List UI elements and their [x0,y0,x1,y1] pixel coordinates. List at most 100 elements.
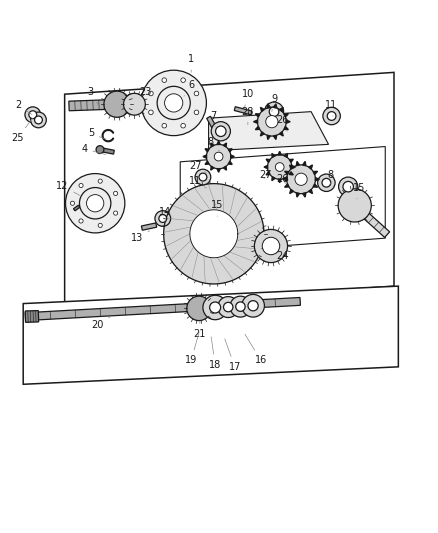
Polygon shape [223,143,226,147]
Circle shape [206,144,230,169]
Circle shape [159,215,166,222]
Polygon shape [266,135,270,140]
Circle shape [25,107,41,123]
Circle shape [98,223,102,228]
Text: 2: 2 [15,100,32,115]
Circle shape [113,191,117,196]
Circle shape [194,110,198,115]
Circle shape [268,107,278,116]
Circle shape [217,296,238,318]
Text: 26: 26 [276,115,288,131]
Text: 24: 24 [276,245,288,261]
Circle shape [70,201,74,205]
Polygon shape [271,177,274,181]
Polygon shape [253,120,257,123]
Circle shape [198,173,206,181]
Polygon shape [100,148,114,154]
Polygon shape [283,126,288,130]
Polygon shape [23,286,397,384]
Polygon shape [180,147,385,253]
Polygon shape [273,135,276,140]
Polygon shape [234,107,251,115]
Polygon shape [308,189,312,193]
Circle shape [294,173,307,185]
Circle shape [209,302,220,313]
Polygon shape [291,165,295,168]
Circle shape [164,94,182,112]
Circle shape [322,107,339,125]
Circle shape [155,211,170,227]
Circle shape [141,70,206,135]
Circle shape [79,183,83,188]
Polygon shape [284,171,288,174]
Circle shape [148,110,153,115]
Circle shape [186,296,211,320]
Polygon shape [228,161,232,164]
Polygon shape [265,159,269,163]
Text: 23: 23 [139,87,151,103]
Polygon shape [255,126,259,130]
Text: 15: 15 [352,183,364,199]
Polygon shape [265,172,269,175]
Circle shape [113,211,117,215]
Polygon shape [210,143,213,147]
Circle shape [264,102,283,121]
Circle shape [157,86,190,119]
Text: 19: 19 [184,333,199,365]
Circle shape [86,195,103,212]
Circle shape [247,301,258,311]
Polygon shape [230,155,234,158]
Polygon shape [351,203,389,237]
Circle shape [241,294,264,317]
Text: 18: 18 [208,337,221,370]
Circle shape [79,188,111,219]
Circle shape [104,91,130,117]
Text: 6: 6 [184,80,194,96]
Polygon shape [73,205,80,211]
Text: 16: 16 [244,334,266,365]
Circle shape [194,91,198,96]
Polygon shape [314,177,319,181]
Polygon shape [284,177,287,181]
Text: 26: 26 [276,174,288,184]
Circle shape [79,219,83,223]
Circle shape [257,107,286,136]
Circle shape [123,93,145,115]
Circle shape [338,177,357,196]
Circle shape [275,163,283,172]
Polygon shape [289,165,293,169]
Circle shape [180,78,185,83]
Circle shape [29,111,37,119]
Text: 21: 21 [193,321,205,339]
Polygon shape [271,154,274,157]
Text: 7: 7 [209,111,215,127]
Circle shape [31,112,46,128]
Polygon shape [289,159,293,163]
Polygon shape [289,189,293,193]
Circle shape [321,179,330,187]
Polygon shape [205,161,208,164]
Circle shape [214,152,223,161]
Circle shape [286,165,315,193]
Text: 10: 10 [241,89,254,109]
Text: 12: 12 [56,181,79,196]
Polygon shape [302,193,305,197]
Polygon shape [266,104,270,108]
Text: 25: 25 [12,118,32,143]
Circle shape [230,296,251,317]
Polygon shape [260,132,264,136]
Polygon shape [313,171,317,174]
Polygon shape [141,223,156,230]
Circle shape [96,146,104,154]
Polygon shape [277,179,281,183]
Circle shape [65,174,124,233]
Polygon shape [289,172,293,175]
Circle shape [211,122,230,141]
Polygon shape [260,107,264,111]
Circle shape [254,229,287,263]
Polygon shape [279,107,283,111]
Polygon shape [286,120,290,123]
Polygon shape [284,154,287,157]
Text: 17: 17 [224,339,240,372]
Text: 1: 1 [187,54,194,72]
